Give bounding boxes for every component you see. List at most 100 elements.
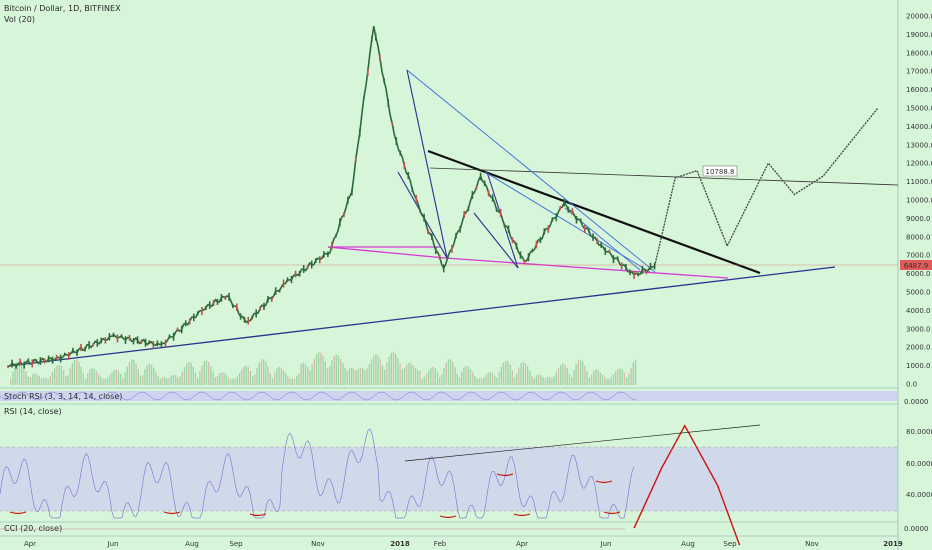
- candle: [491, 194, 494, 202]
- price-tick-label: 15000.0: [906, 105, 932, 113]
- volume-bar: [472, 372, 474, 385]
- time-tick-label: 2019: [883, 540, 903, 548]
- volume-bar: [285, 373, 287, 385]
- cci-label: CCI (20, close): [4, 524, 62, 533]
- volume-bars: [10, 351, 637, 385]
- time-tick-label: Apr: [24, 540, 36, 548]
- candle: [649, 262, 652, 271]
- volume-bar: [98, 374, 100, 385]
- candle: [563, 198, 565, 207]
- volume-bar: [496, 377, 498, 385]
- volume-bar: [474, 375, 476, 385]
- price-tick-label: 11000.0: [906, 178, 932, 186]
- volume-bar: [432, 366, 434, 385]
- candle: [438, 254, 441, 260]
- volume-bar: [122, 378, 124, 385]
- volume-bar: [199, 371, 201, 385]
- candle: [96, 339, 99, 347]
- cci-tick: 0.0000: [904, 525, 929, 533]
- candle: [442, 264, 445, 273]
- candle: [620, 262, 623, 270]
- volume-bar: [51, 372, 54, 385]
- volume-bar: [439, 377, 441, 385]
- candle: [271, 296, 273, 302]
- volume-bar: [403, 367, 406, 385]
- volume-bar: [302, 362, 304, 385]
- volume-bar: [441, 374, 443, 385]
- candle: [15, 363, 17, 369]
- horizontal-resistance-line: [429, 167, 899, 186]
- volume-bar: [309, 370, 311, 385]
- candle: [278, 288, 281, 293]
- volume-bar: [623, 372, 626, 385]
- volume-bar: [423, 376, 425, 385]
- wedge-line-4: [473, 212, 519, 269]
- volume-bar: [485, 375, 487, 385]
- volume-bar: [265, 361, 267, 385]
- volume-bar: [258, 362, 260, 385]
- volume-bar: [95, 371, 98, 385]
- rsi-tick-60: 60.0000: [906, 460, 932, 468]
- volume-bar: [566, 368, 568, 385]
- price-tick-label: 13000.0: [906, 141, 932, 149]
- volume-bar: [419, 370, 421, 385]
- candle: [184, 320, 187, 327]
- volume-bar: [45, 377, 47, 385]
- candle: [132, 337, 135, 345]
- volume-bar: [155, 371, 157, 385]
- candle: [224, 295, 227, 300]
- volume-bar: [146, 365, 148, 385]
- volume-bar: [560, 364, 562, 385]
- time-tick-label: Nov: [311, 540, 325, 548]
- candle: [379, 54, 381, 62]
- candle: [579, 218, 582, 223]
- candle: [205, 305, 207, 311]
- volume-bar: [311, 364, 313, 385]
- volume-bar: [628, 373, 630, 385]
- volume-bar: [67, 375, 69, 385]
- price-tick-label: 2000.0: [906, 344, 931, 352]
- volume-bar: [93, 368, 95, 385]
- volume-bar: [362, 368, 364, 385]
- price-tick-label: 0.0: [906, 381, 917, 389]
- volume-bar: [425, 373, 428, 385]
- candle: [255, 309, 257, 318]
- volume-bar: [216, 376, 219, 385]
- candle: [629, 269, 631, 276]
- candle: [455, 232, 457, 239]
- volume-bar: [612, 374, 615, 385]
- volume-bar: [221, 372, 223, 385]
- volume-bar: [60, 366, 62, 385]
- volume-bar: [368, 364, 370, 385]
- volume-bar: [546, 377, 549, 385]
- candle: [116, 334, 119, 343]
- rsi-path: [0, 428, 635, 519]
- candle: [355, 156, 357, 162]
- candle: [306, 265, 309, 269]
- candle: [152, 341, 155, 349]
- volume-bar: [40, 378, 43, 385]
- candle: [220, 294, 223, 302]
- volume-bar: [87, 373, 89, 385]
- candle: [367, 67, 369, 76]
- volume-bar: [520, 363, 522, 385]
- candle: [343, 212, 345, 218]
- candle: [180, 325, 183, 334]
- volume-bar: [247, 367, 249, 385]
- volume-bar: [14, 365, 16, 385]
- candle: [463, 211, 465, 219]
- volume-bar: [335, 354, 337, 385]
- candle: [625, 263, 627, 271]
- candle: [411, 186, 414, 193]
- volume-bar: [573, 370, 575, 385]
- volume-bar: [399, 363, 401, 385]
- candle: [104, 337, 107, 344]
- candle: [584, 225, 586, 233]
- volume-bar: [553, 376, 555, 385]
- volume-bar: [269, 373, 271, 385]
- volume-bar: [263, 359, 265, 385]
- volume-bar: [25, 371, 27, 385]
- candle: [31, 359, 34, 368]
- volume-bar: [351, 367, 353, 385]
